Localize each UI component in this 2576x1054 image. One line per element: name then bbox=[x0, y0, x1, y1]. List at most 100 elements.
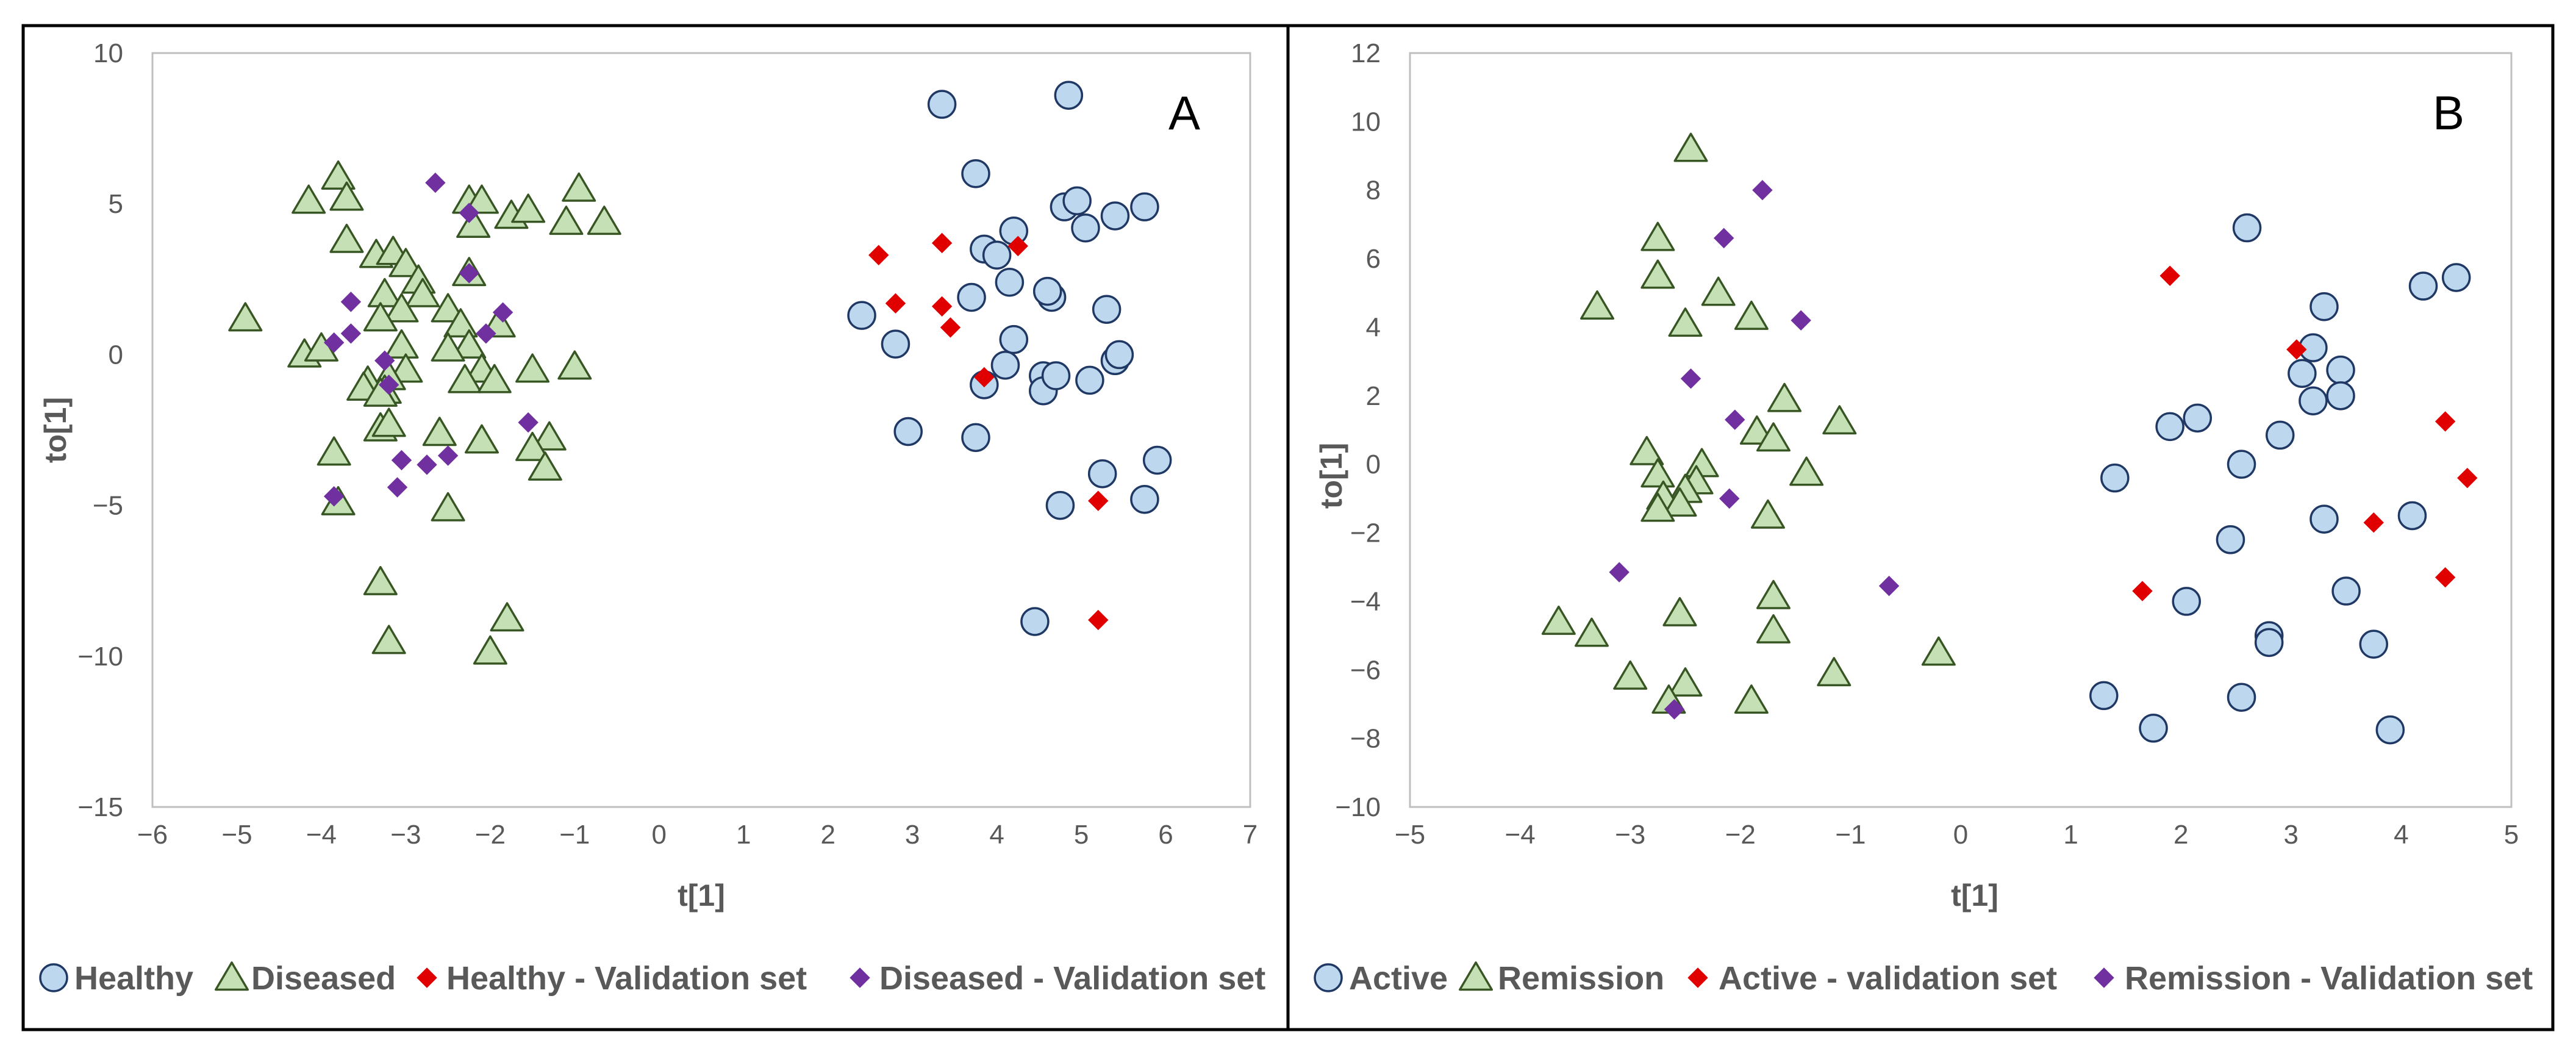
x-tick-label: −5 bbox=[1395, 820, 1425, 850]
data-point bbox=[323, 332, 345, 353]
x-tick-label: −5 bbox=[221, 820, 252, 850]
data-point bbox=[384, 329, 419, 359]
y-tick-label: 0 bbox=[1366, 450, 1381, 479]
data-point bbox=[515, 431, 550, 461]
data-point bbox=[473, 635, 507, 665]
y-tick-label: 8 bbox=[1366, 176, 1381, 206]
legend-marker bbox=[2094, 967, 2114, 988]
data-point bbox=[881, 329, 911, 359]
data-point bbox=[557, 350, 592, 380]
y-tick-label: 0 bbox=[109, 340, 123, 370]
data-point bbox=[1630, 436, 1664, 465]
data-point bbox=[340, 292, 362, 312]
legend-label: Diseased - Validation set bbox=[879, 960, 1265, 997]
data-point bbox=[2309, 504, 2339, 534]
data-point bbox=[1062, 186, 1092, 216]
data-point bbox=[1734, 300, 1769, 330]
legend-marker bbox=[850, 967, 870, 988]
data-point bbox=[931, 232, 953, 254]
data-point bbox=[371, 407, 406, 437]
data-point bbox=[459, 263, 479, 284]
data-point bbox=[1580, 290, 1615, 320]
data-point bbox=[321, 160, 356, 190]
data-point bbox=[2183, 403, 2213, 433]
data-point bbox=[2331, 576, 2361, 606]
data-point bbox=[562, 172, 596, 202]
data-point bbox=[2326, 381, 2355, 410]
data-point bbox=[2139, 714, 2168, 743]
x-tick-label: 2 bbox=[2174, 820, 2188, 850]
data-point bbox=[1130, 192, 1159, 221]
data-point bbox=[974, 367, 995, 388]
panel-a-letter: A bbox=[1168, 86, 1200, 140]
data-point bbox=[990, 350, 1020, 380]
data-point bbox=[452, 329, 487, 359]
y-tick-label: 10 bbox=[93, 38, 123, 68]
data-point bbox=[961, 423, 990, 453]
x-tick-label: −4 bbox=[306, 820, 337, 850]
data-point bbox=[927, 90, 957, 119]
data-point bbox=[549, 206, 584, 235]
y-tick-label: −10 bbox=[77, 642, 123, 672]
data-point bbox=[1071, 213, 1100, 243]
data-point bbox=[1088, 490, 1109, 511]
data-point bbox=[1756, 422, 1791, 452]
data-point bbox=[1767, 382, 1802, 412]
data-point bbox=[448, 364, 482, 393]
data-point bbox=[2159, 265, 2180, 286]
y-tick-label: −8 bbox=[1350, 724, 1381, 754]
panel-a-y-tick-labels: −15 −10 −5 0 5 10 bbox=[77, 38, 123, 822]
x-tick-label: 4 bbox=[989, 820, 1004, 850]
x-tick-label: −2 bbox=[475, 820, 506, 850]
data-point bbox=[431, 293, 465, 323]
data-point bbox=[1668, 667, 1703, 697]
data-point bbox=[456, 209, 491, 238]
y-tick-label: 10 bbox=[1351, 107, 1381, 137]
data-point bbox=[847, 301, 876, 330]
data-point bbox=[1104, 340, 1134, 370]
data-point bbox=[1725, 409, 1745, 430]
panel-a-plot-area bbox=[151, 52, 1251, 808]
y-tick-label: −5 bbox=[93, 491, 123, 521]
x-tick-label: 5 bbox=[2504, 820, 2519, 850]
data-point bbox=[893, 417, 923, 446]
data-point bbox=[2254, 628, 2284, 658]
data-point bbox=[378, 375, 399, 395]
data-point bbox=[374, 350, 395, 371]
data-point bbox=[518, 412, 538, 433]
legend-marker bbox=[1687, 967, 1708, 988]
data-point bbox=[1668, 307, 1703, 337]
data-point bbox=[388, 248, 423, 278]
data-point bbox=[1680, 368, 1701, 389]
x-tick-label: 5 bbox=[1074, 820, 1089, 850]
data-point bbox=[1640, 259, 1675, 289]
panel-b-letter: B bbox=[2433, 86, 2464, 140]
data-point bbox=[2299, 386, 2328, 415]
data-point bbox=[957, 282, 986, 312]
data-point bbox=[2155, 412, 2184, 442]
data-point bbox=[406, 278, 440, 307]
data-point bbox=[2435, 567, 2456, 588]
data-point bbox=[1574, 617, 1609, 647]
data-point bbox=[995, 267, 1025, 297]
data-point bbox=[1822, 405, 1857, 435]
data-point bbox=[2227, 450, 2256, 479]
legend-marker bbox=[1314, 963, 1343, 992]
panel-a-y-axis-title: to[1] bbox=[38, 397, 73, 463]
data-point bbox=[384, 293, 419, 323]
data-point bbox=[999, 324, 1029, 354]
data-point bbox=[1673, 132, 1708, 162]
data-point bbox=[940, 317, 961, 338]
data-point bbox=[465, 424, 499, 454]
data-point bbox=[1921, 636, 1956, 666]
data-point bbox=[1714, 228, 1734, 249]
x-tick-label: −4 bbox=[1505, 820, 1536, 850]
data-point bbox=[1640, 458, 1675, 488]
data-point bbox=[1878, 575, 1900, 597]
data-point bbox=[1100, 201, 1130, 231]
data-point bbox=[2227, 683, 2256, 712]
data-point bbox=[2216, 525, 2245, 554]
data-point bbox=[1045, 490, 1075, 520]
data-point bbox=[1088, 609, 1109, 631]
